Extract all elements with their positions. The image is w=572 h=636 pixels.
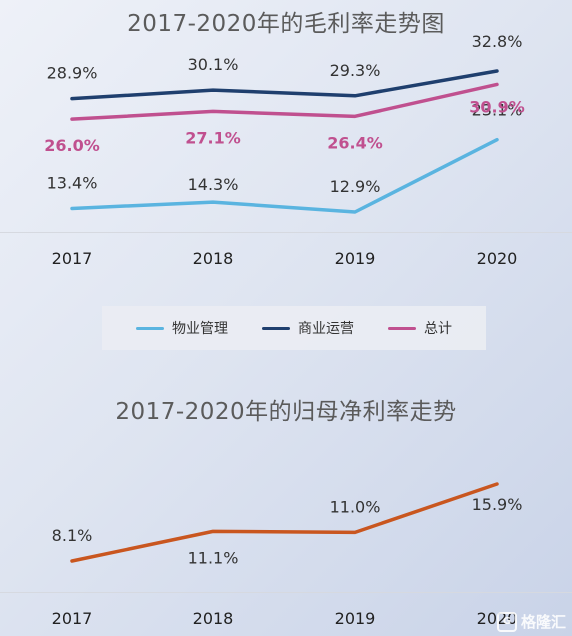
series-line-3 [70,82,499,121]
x-tick-label: 2018 [193,249,234,268]
data-label: 23.1% [472,101,523,120]
data-label: 12.9% [330,177,381,196]
data-label: 28.9% [47,64,98,83]
data-label: 8.1% [52,526,93,545]
data-label: 13.4% [47,173,98,192]
legend-swatch-total [388,326,416,330]
x-tick-label: 2020 [477,249,518,268]
data-label: 26.4% [327,133,383,152]
x-tick-label: 2018 [193,609,234,628]
data-label: 26.0% [44,136,100,155]
series-line-2 [70,69,499,101]
series-line-net-margin [70,482,499,563]
legend-item-commercial: 商业运营 [262,318,354,338]
legend-item-total: 总计 [388,318,452,338]
data-label: 32.8% [472,32,523,51]
data-label: 14.3% [188,175,239,194]
x-tick-label: 2019 [335,249,376,268]
legend-item-property: 物业管理 [136,318,228,338]
data-label: 11.1% [188,548,239,567]
chart1-title: 2017-2020年的毛利率走势图 [127,11,445,37]
chart2-title: 2017-2020年的归母净利率走势 [115,399,457,425]
legend-label-property: 物业管理 [172,321,228,337]
chart1-x-axis [0,232,572,233]
watermark-text: 格隆汇 [520,613,566,631]
x-tick-label: 2017 [52,249,93,268]
data-label: 29.3% [330,61,381,80]
data-label: 27.1% [185,128,241,147]
data-label: 15.9% [472,495,523,514]
x-tick-label: 2017 [52,609,93,628]
chart1-legend: 物业管理 商业运营 总计 [102,306,486,350]
legend-swatch-property [136,326,164,330]
data-label: 30.1% [188,55,239,74]
watermark: G 格隆汇 [496,611,566,632]
chart2-x-axis [0,592,572,593]
legend-label-total: 总计 [424,321,452,337]
data-label: 30.9% [469,97,525,116]
data-label: 11.0% [330,497,381,516]
legend-label-commercial: 商业运营 [298,321,354,337]
series-line-1 [70,137,499,214]
x-tick-label: 2019 [335,609,376,628]
legend-swatch-commercial [262,326,290,330]
g-logo-icon: G [496,611,517,632]
